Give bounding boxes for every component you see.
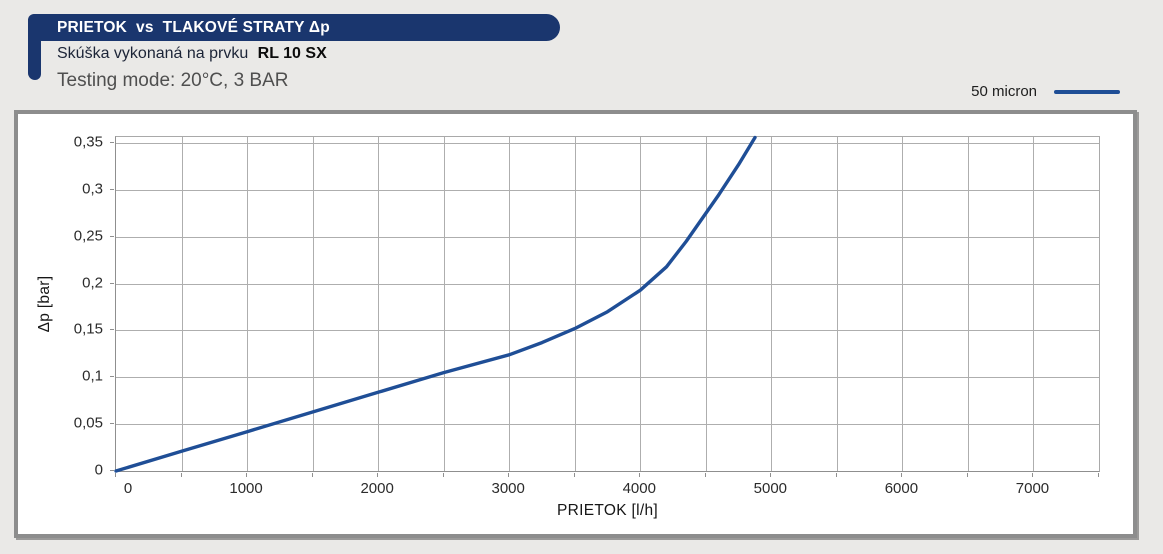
x-gridline xyxy=(967,137,969,471)
x-tick-label: 5000 xyxy=(753,480,788,497)
x-gridline xyxy=(771,137,773,471)
y-gridline xyxy=(116,377,1099,379)
y-tick-label: 0,05 xyxy=(73,414,103,432)
y-tick-label: 0,3 xyxy=(82,180,103,198)
y-axis-ticks xyxy=(110,136,115,472)
x-gridline xyxy=(181,137,183,471)
x-tick-mark xyxy=(573,473,575,477)
x-tick-label: 3000 xyxy=(491,480,525,497)
x-gridline xyxy=(443,137,445,471)
y-tick-mark xyxy=(110,329,114,331)
y-tick-mark xyxy=(110,376,114,378)
grid xyxy=(116,137,1099,471)
x-gridline xyxy=(705,137,707,471)
chart-title-part2: TLAKOVÉ STRATY Δp xyxy=(162,18,330,36)
chart-title-vs: vs xyxy=(136,18,154,36)
y-gridline xyxy=(116,189,1099,191)
x-tick-mark xyxy=(901,473,903,477)
x-gridline xyxy=(247,137,249,471)
data-series-line xyxy=(114,135,757,473)
x-tick-mark xyxy=(704,473,706,477)
x-tick-mark xyxy=(377,473,379,477)
x-tick-label: 6000 xyxy=(884,480,919,497)
y-tick-label: 0,15 xyxy=(73,320,103,338)
x-tick-mark xyxy=(639,473,641,477)
subtitle-model-code: RL 10 SX xyxy=(257,45,327,62)
x-tick-mark xyxy=(246,473,248,477)
y-gridline xyxy=(116,283,1099,285)
x-tick-mark xyxy=(1098,473,1099,477)
x-tick-mark xyxy=(508,473,510,477)
y-tick-mark xyxy=(110,423,114,425)
x-gridline xyxy=(836,137,838,471)
y-gridline xyxy=(116,236,1099,238)
x-gridline xyxy=(574,137,576,471)
chart-panel: 0 1000 2000 3000 4000 5000 6000 7000 0 0,05 0,1 0,… xyxy=(14,110,1137,538)
y-tick-mark xyxy=(110,235,114,237)
y-gridline xyxy=(116,424,1099,426)
y-tick-mark xyxy=(110,470,114,471)
x-tick-label: 2000 xyxy=(360,480,394,497)
chart-subtitle: Skúška vykonaná na prvku RL 10 SX xyxy=(57,45,327,63)
x-axis-ticks xyxy=(115,473,1100,478)
x-tick-label: 7000 xyxy=(1015,480,1050,497)
chart-title-part1: PRIETOK xyxy=(57,18,128,36)
subtitle-text: Skúška vykonaná na prvku xyxy=(57,45,249,62)
y-tick-label: 0,25 xyxy=(73,227,103,245)
y-tick-mark xyxy=(110,142,114,144)
chart-title-banner: PRIETOK vs TLAKOVÉ STRATY Δp xyxy=(28,14,560,41)
y-tick-label: 0,2 xyxy=(82,274,103,292)
x-gridline xyxy=(1033,137,1035,471)
y-gridline xyxy=(116,143,1099,145)
y-tick-mark xyxy=(110,188,114,190)
y-axis-labels: 0 0,05 0,1 0,15 0,2 0,25 0,3 0,35 xyxy=(18,133,103,479)
curve-canvas xyxy=(114,135,757,473)
x-tick-mark xyxy=(442,473,444,477)
y-axis-title: Δp [bar] xyxy=(36,275,53,333)
x-tick-mark xyxy=(115,473,116,477)
x-tick-mark xyxy=(1032,473,1034,477)
testing-mode-text: Testing mode: 20°C, 3 BAR xyxy=(57,70,289,91)
x-gridline xyxy=(312,137,314,471)
x-tick-mark xyxy=(311,473,313,477)
legend-label: 50 micron xyxy=(971,83,1037,100)
x-tick-mark xyxy=(180,473,182,477)
legend-line-sample xyxy=(1054,90,1120,94)
x-tick-label: 1000 xyxy=(229,480,263,497)
y-tick-label: 0,35 xyxy=(73,133,103,151)
x-gridline xyxy=(902,137,904,471)
legend: 50 micron xyxy=(920,83,1140,101)
plot-area xyxy=(114,135,1100,473)
x-gridline xyxy=(640,137,642,471)
x-gridline xyxy=(509,137,511,471)
x-tick-mark xyxy=(770,473,772,477)
x-axis-labels: 0 1000 2000 3000 4000 5000 6000 7000 xyxy=(115,480,1100,498)
y-tick-label: 0 xyxy=(94,461,103,479)
y-tick-mark xyxy=(110,282,114,284)
x-tick-label: 4000 xyxy=(622,480,656,497)
x-tick-mark xyxy=(835,473,837,477)
x-gridline xyxy=(378,137,380,471)
y-gridline xyxy=(116,330,1099,332)
x-tick-mark xyxy=(966,473,968,477)
y-tick-label: 0,1 xyxy=(82,367,103,385)
x-tick-label: 0 xyxy=(123,480,133,497)
x-axis-title: PRIETOK [l/h] xyxy=(557,502,658,519)
